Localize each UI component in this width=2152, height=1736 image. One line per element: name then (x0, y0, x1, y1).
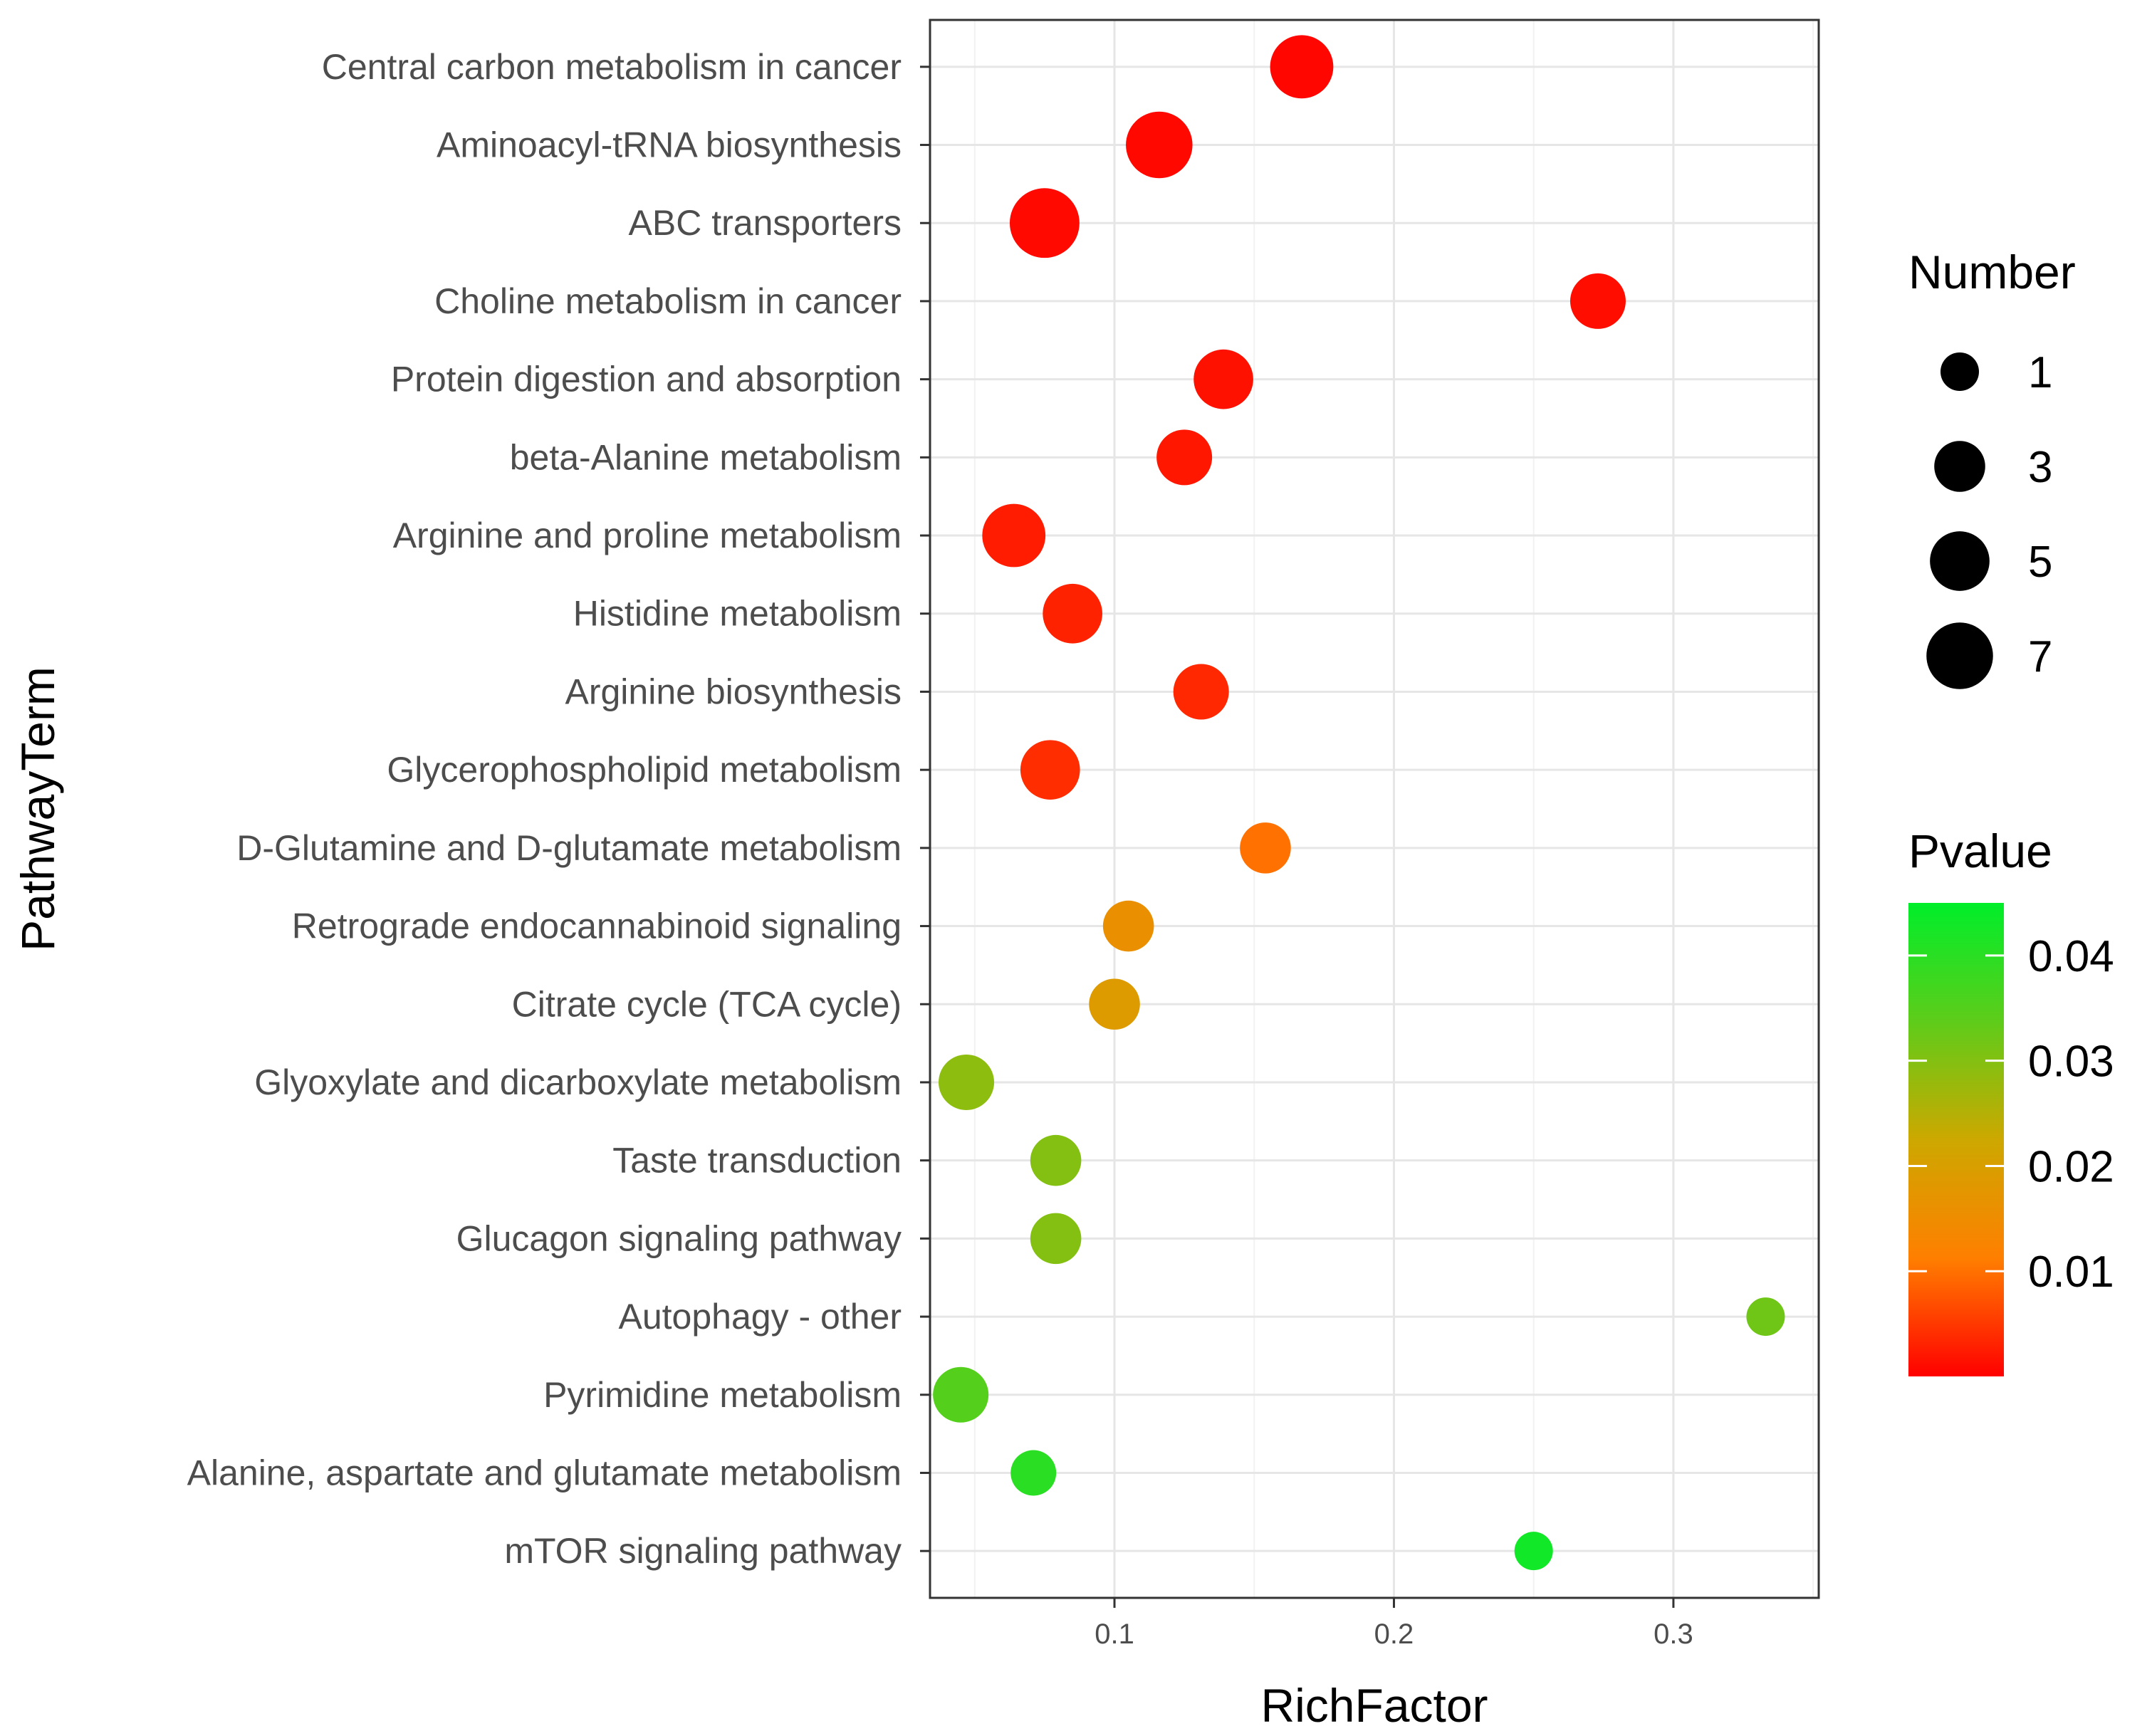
point-15 (1030, 1213, 1082, 1265)
size-legend-label: 1 (2028, 348, 2052, 397)
point-10 (1240, 822, 1291, 874)
point-11 (1102, 900, 1154, 952)
point-5 (1156, 429, 1213, 486)
y-tick-label: ABC transporters (629, 203, 902, 243)
color-legend-label: 0.02 (2028, 1142, 2114, 1191)
size-legend-swatch-5 (1930, 531, 1990, 591)
size-legend-label: 7 (2028, 632, 2052, 681)
point-18 (1010, 1450, 1057, 1496)
y-axis-title: PathwayTerm (11, 666, 64, 951)
point-6 (982, 503, 1046, 568)
plot-gridlines (930, 20, 1819, 1598)
y-tick-label: Citrate cycle (TCA cycle) (512, 984, 902, 1024)
point-7 (1043, 583, 1102, 644)
y-tick-label: Taste transduction (612, 1141, 902, 1181)
y-tick-label: Central carbon metabolism in cancer (322, 47, 902, 87)
y-tick-label: Retrograde endocannabinoid signaling (292, 906, 902, 946)
y-tick-label: Alanine, aspartate and glutamate metabol… (187, 1453, 902, 1492)
size-legend-label: 3 (2028, 443, 2052, 492)
y-tick-label: Autophagy - other (619, 1297, 902, 1337)
x-axis-title: RichFactor (1260, 1679, 1488, 1732)
size-legend-swatch-3 (1934, 441, 1985, 492)
color-legend-title: Pvalue (1908, 825, 2052, 877)
color-legend-label: 0.04 (2028, 932, 2114, 981)
point-1 (1126, 111, 1193, 179)
point-2 (1009, 188, 1080, 258)
y-tick-label: mTOR signaling pathway (504, 1531, 902, 1571)
y-tick-label: D-Glutamine and D-glutamate metabolism (236, 828, 902, 868)
point-3 (1569, 273, 1626, 329)
data-points (933, 35, 1785, 1571)
y-tick-label: Arginine and proline metabolism (393, 516, 902, 555)
point-9 (1020, 740, 1080, 800)
size-legend-swatch-7 (1926, 622, 1993, 689)
point-12 (1089, 978, 1140, 1030)
x-tick-label: 0.2 (1374, 1619, 1414, 1650)
size-legend-swatch-1 (1941, 352, 1979, 391)
y-tick-label: Glucagon signaling pathway (456, 1218, 902, 1258)
x-axis-ticks: 0.1 0.2 0.3 (1095, 1598, 1693, 1650)
color-legend-label: 0.03 (2028, 1037, 2114, 1087)
point-19 (1514, 1532, 1553, 1571)
point-14 (1030, 1134, 1082, 1186)
y-tick-label: Glycerophospholipid metabolism (387, 750, 902, 790)
point-0 (1270, 35, 1334, 99)
y-tick-label: Glyoxylate and dicarboxylate metabolism (254, 1062, 902, 1102)
y-tick-label: Choline metabolism in cancer (434, 281, 902, 321)
size-legend-title: Number (1908, 246, 2076, 298)
y-tick-label: Arginine biosynthesis (565, 671, 902, 711)
plot-panel-border (929, 19, 1820, 1599)
point-8 (1173, 664, 1229, 720)
y-tick-label: Histidine metabolism (573, 594, 902, 634)
y-tick-label: Pyrimidine metabolism (543, 1375, 902, 1415)
x-tick-label: 0.3 (1654, 1619, 1693, 1650)
y-tick-label: Protein digestion and absorption (391, 360, 902, 399)
x-tick-label: 0.1 (1095, 1619, 1134, 1650)
color-legend-label: 0.01 (2028, 1248, 2114, 1297)
pvalue-colorbar (1908, 903, 2004, 1376)
point-17 (933, 1366, 989, 1423)
size-legend-label: 5 (2028, 538, 2052, 587)
point-4 (1193, 349, 1253, 409)
color-legend: Pvalue 0.01 0.02 0.03 0.04 (1908, 825, 2114, 1376)
y-tick-label: Aminoacyl-tRNA biosynthesis (437, 125, 902, 165)
y-tick-label: beta-Alanine metabolism (510, 437, 902, 477)
y-axis-ticks: Central carbon metabolism in cancer Amino… (187, 47, 930, 1571)
point-16 (1746, 1297, 1785, 1337)
size-legend: Number 1 3 5 7 (1908, 246, 2076, 689)
point-13 (939, 1054, 995, 1110)
